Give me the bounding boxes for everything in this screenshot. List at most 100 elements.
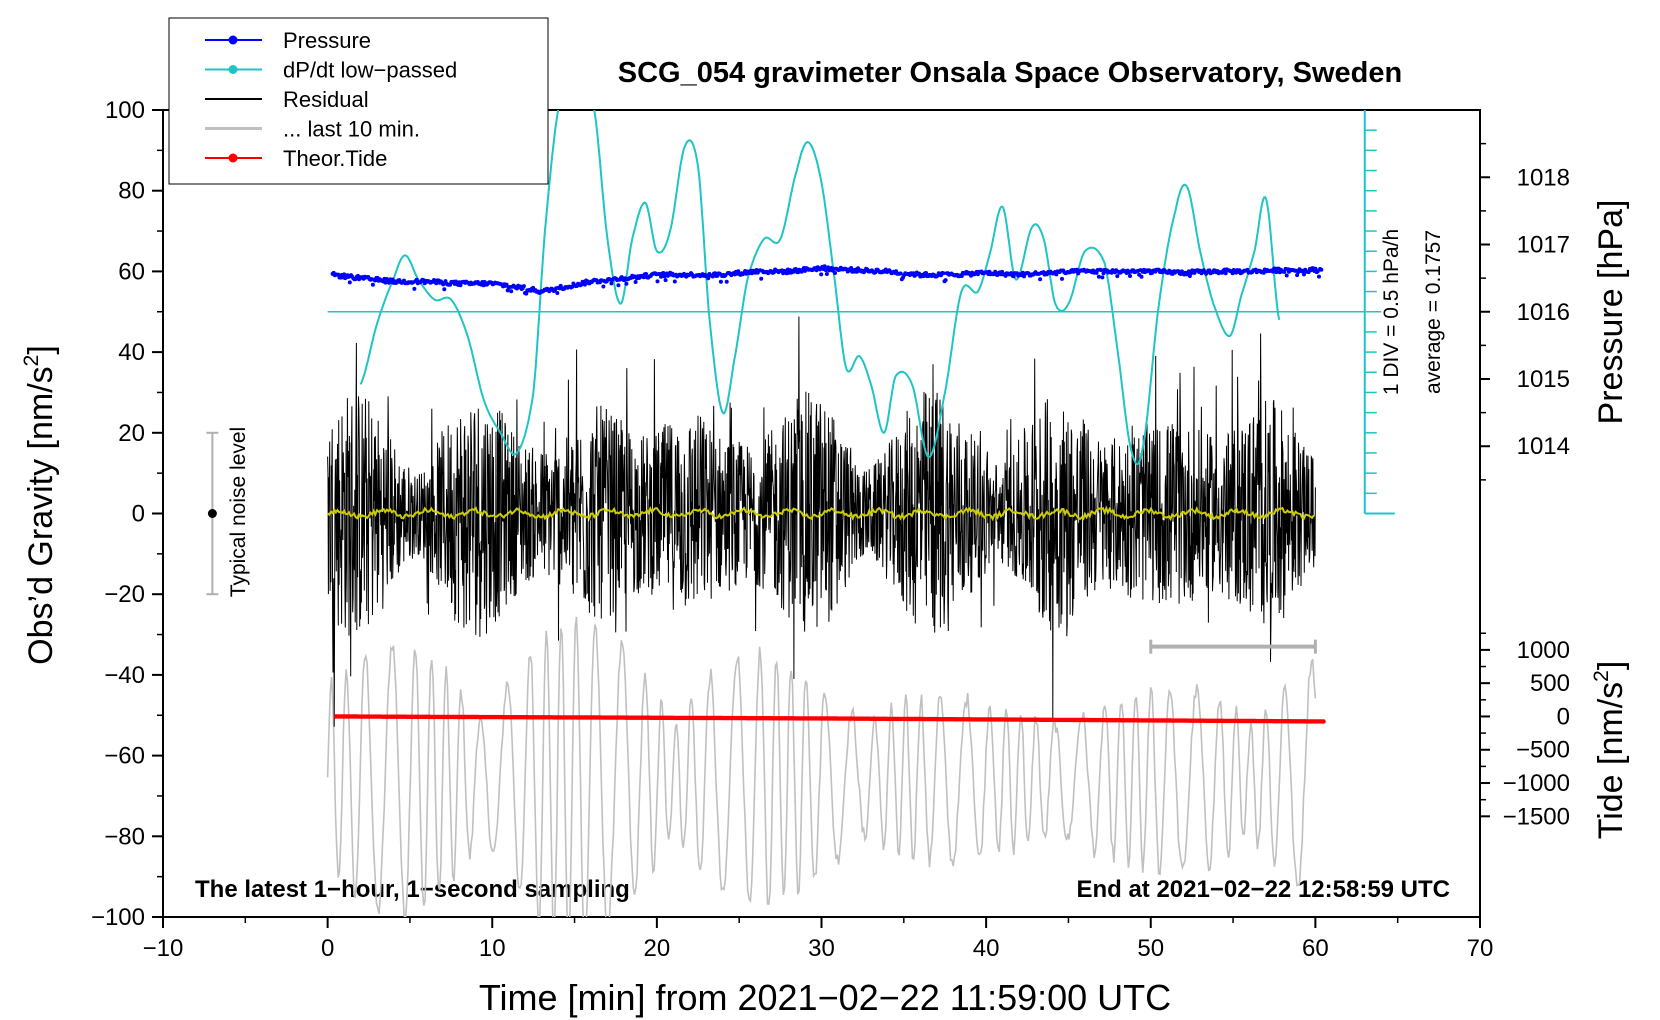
pressure-point — [644, 272, 648, 276]
pressure-point — [370, 282, 375, 287]
pressure-point — [601, 284, 606, 289]
x-tick-label: 70 — [1467, 935, 1494, 962]
pressure-axis-label: Pressure [hPa] — [1592, 200, 1630, 425]
legend-marker — [228, 35, 238, 45]
dpdt-line — [359, 110, 1281, 466]
chart-title: SCG_054 gravimeter Onsala Space Observat… — [618, 57, 1402, 89]
pressure-point — [384, 277, 389, 281]
pressure-point — [823, 268, 828, 273]
pressure-point — [1284, 273, 1289, 278]
y-tick-label: 20 — [118, 420, 145, 447]
residual-mean-line — [326, 505, 1315, 522]
pressure-point — [706, 276, 711, 281]
y-tick-label: 0 — [132, 501, 145, 528]
tide-tick-label: −1500 — [1503, 803, 1570, 830]
pressure-point — [442, 287, 447, 292]
pressure-point — [1274, 270, 1279, 275]
pressure-point — [793, 267, 798, 271]
pressure-tick-label: 1018 — [1517, 164, 1570, 191]
pressure-point — [641, 275, 646, 280]
last-10-min-line — [326, 616, 1317, 917]
pressure-point — [1011, 274, 1016, 279]
tide-tick-label: −500 — [1516, 737, 1570, 764]
pressure-tick-label: 1016 — [1517, 299, 1570, 326]
pressure-point — [582, 282, 587, 287]
pressure-point — [504, 282, 509, 287]
pressure-point — [1099, 268, 1104, 272]
pressure-series — [330, 264, 1324, 296]
pressure-point — [941, 271, 946, 276]
pressure-point — [342, 272, 347, 277]
pressure-tick-label: 1014 — [1517, 433, 1570, 460]
pressure-point — [710, 274, 715, 279]
tide-tick-label: 500 — [1530, 670, 1570, 697]
y-tick-label: −40 — [104, 662, 145, 689]
x-tick-label: 40 — [973, 935, 1000, 962]
y-tick-label: 80 — [118, 178, 145, 205]
pressure-point — [1038, 277, 1043, 282]
pressure-point — [616, 283, 621, 288]
pressure-point — [524, 291, 529, 296]
x-tick-label: 60 — [1302, 935, 1329, 962]
legend-marker — [228, 65, 238, 74]
axes-layer: −10 0 10 20 30 40 50 60 70−100−80−60−40−20020406… — [91, 97, 1570, 962]
pressure-point — [959, 274, 964, 278]
pressure-point — [441, 282, 446, 287]
pressure-tick-label: 1017 — [1517, 232, 1570, 259]
dpdt-average-label: average = 0.1757 — [1422, 230, 1445, 394]
pressure-point — [1139, 274, 1144, 279]
noise-level-label: Typical noise level — [227, 427, 250, 597]
noise-bar-center — [207, 509, 217, 518]
y-tick-label: 40 — [118, 339, 145, 366]
pressure-point — [924, 271, 928, 275]
x-tick-label: 10 — [479, 935, 506, 962]
pressure-point — [509, 289, 514, 294]
pressure-point — [347, 280, 352, 285]
x-axis-label: Time [min] from 2021−02−22 11:59:00 UTC — [479, 977, 1171, 1018]
legend-label: Theor.Tide — [283, 146, 387, 171]
overlay-layer — [206, 110, 1395, 654]
tide-tick-label: 1000 — [1517, 637, 1570, 664]
pressure-point — [1128, 274, 1132, 278]
legend: Pressure dP/dt low−passed Residual ... last… — [168, 17, 549, 185]
y-tick-label: −80 — [104, 823, 145, 850]
tide-axis-label: Tide [nm/s2] — [1590, 661, 1630, 840]
pressure-point — [943, 278, 948, 283]
pressure-point — [663, 278, 668, 283]
pressure-point — [1223, 271, 1228, 276]
legend-label: ... last 10 min. — [283, 117, 420, 142]
tide-series — [333, 714, 1326, 724]
pressure-point — [412, 286, 417, 291]
y-tick-label: −60 — [104, 743, 145, 770]
legend-label: dP/dt low−passed — [283, 58, 457, 83]
pressure-point — [1100, 275, 1105, 280]
pressure-point — [624, 281, 629, 286]
tide-point — [1321, 719, 1326, 724]
y-tick-label: 60 — [118, 258, 145, 285]
pressure-point — [1317, 274, 1321, 279]
series-layer — [326, 110, 1382, 917]
pressure-point — [555, 291, 560, 295]
tide-tick-label: 0 — [1557, 703, 1570, 730]
pressure-point — [458, 283, 463, 288]
pressure-point — [1096, 274, 1101, 279]
y-axis-label: Obs’d Gravity [nm/s2] — [20, 345, 60, 665]
y-tick-label: −100 — [91, 904, 145, 931]
pressure-point — [1115, 274, 1120, 279]
pressure-point — [822, 264, 827, 269]
x-tick-label: 20 — [644, 935, 671, 962]
annotation-bottom-left: The latest 1−hour, 1−second sampling — [195, 876, 630, 903]
y-tick-label: 100 — [105, 97, 145, 124]
pressure-point — [718, 279, 723, 284]
residual-line — [327, 316, 1316, 727]
pressure-point — [819, 272, 824, 277]
pressure-point — [609, 281, 614, 286]
x-tick-label: 0 — [321, 935, 334, 962]
pressure-point — [1295, 273, 1300, 278]
pressure-point — [633, 280, 638, 284]
x-tick-label: 30 — [808, 935, 835, 962]
pressure-point — [724, 279, 729, 284]
annotation-bottom-right: End at 2021−02−22 12:58:59 UTC — [1076, 876, 1450, 903]
pressure-point — [833, 271, 837, 275]
